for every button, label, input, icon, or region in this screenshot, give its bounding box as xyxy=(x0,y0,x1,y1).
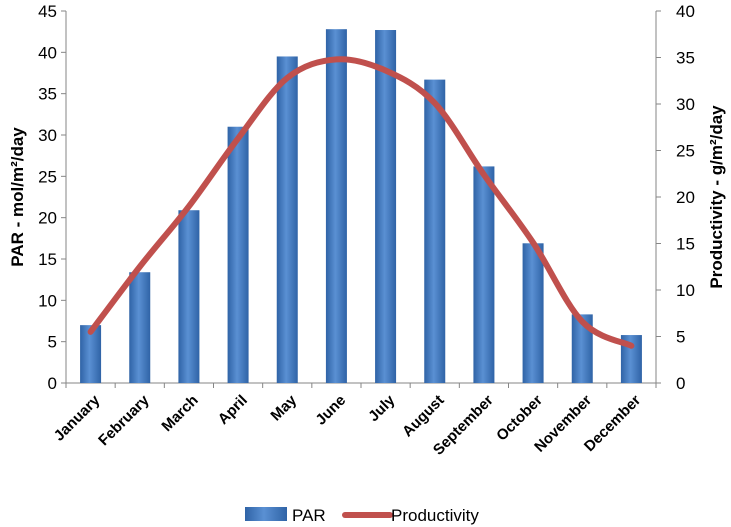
legend-par-swatch xyxy=(245,507,287,521)
right-axis-title: Productivity - g/m²/day xyxy=(707,105,726,289)
right-tick-label: 5 xyxy=(676,328,685,347)
right-tick-label: 25 xyxy=(676,142,695,161)
left-tick-label: 40 xyxy=(38,43,57,62)
left-tick-label: 0 xyxy=(48,374,57,393)
x-category-label: May xyxy=(267,391,300,424)
left-tick-label: 30 xyxy=(38,126,57,145)
left-tick-label: 20 xyxy=(38,209,57,228)
bar-par-november xyxy=(571,314,593,383)
left-tick-label: 5 xyxy=(48,333,57,352)
bar-par-july xyxy=(375,30,397,383)
right-tick-label: 30 xyxy=(676,95,695,114)
bar-par-february xyxy=(129,272,151,383)
bar-par-august xyxy=(424,79,446,383)
right-tick-label: 0 xyxy=(676,374,685,393)
right-tick-label: 20 xyxy=(676,188,695,207)
legend-productivity-label: Productivity xyxy=(391,506,479,525)
bar-par-april xyxy=(227,126,249,383)
left-tick-label: 10 xyxy=(38,291,57,310)
bar-par-may xyxy=(276,56,298,383)
bar-par-january xyxy=(80,325,102,383)
legend-par-label: PAR xyxy=(292,506,326,525)
bar-par-october xyxy=(522,243,544,383)
x-category-label: July xyxy=(365,391,399,425)
left-tick-label: 45 xyxy=(38,2,57,21)
x-category-label: August xyxy=(399,392,448,441)
right-tick-label: 40 xyxy=(676,2,695,21)
bar-par-june xyxy=(325,29,347,383)
bar-par-december xyxy=(620,335,642,383)
right-tick-label: 35 xyxy=(676,49,695,68)
x-category-label: April xyxy=(215,392,251,428)
bar-par-september xyxy=(473,166,495,383)
left-tick-label: 35 xyxy=(38,85,57,104)
left-tick-label: 25 xyxy=(38,167,57,186)
x-category-label: February xyxy=(95,391,153,449)
left-tick-label: 15 xyxy=(38,250,57,269)
bar-par-march xyxy=(178,210,200,383)
left-axis-title: PAR - mol/m²/day xyxy=(8,127,27,267)
right-tick-label: 15 xyxy=(676,235,695,254)
right-tick-label: 10 xyxy=(676,281,695,300)
x-category-label: March xyxy=(158,392,201,435)
x-category-label: June xyxy=(312,392,349,429)
productivity-line xyxy=(87,56,635,349)
